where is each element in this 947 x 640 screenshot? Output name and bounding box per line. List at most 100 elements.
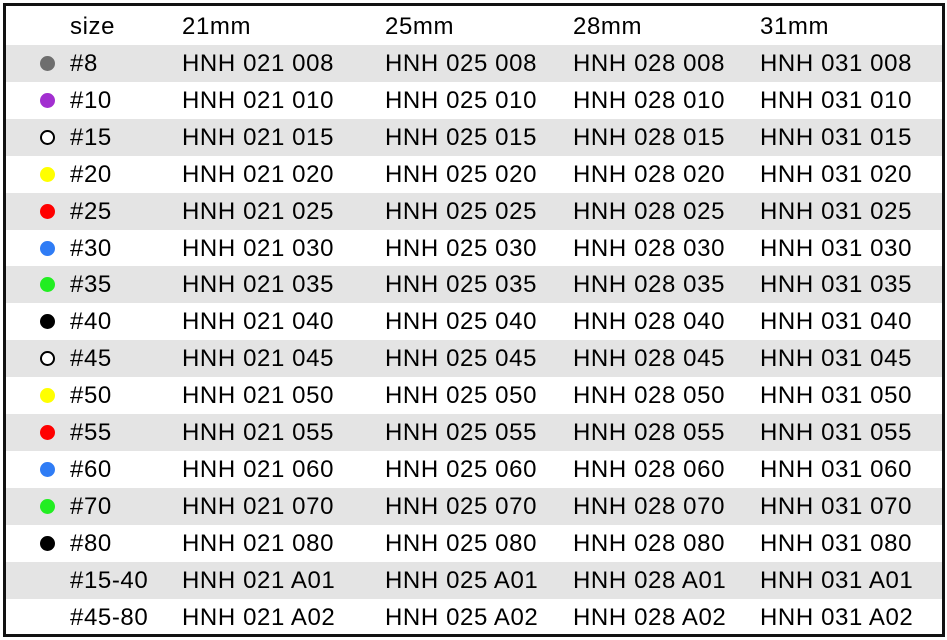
part-code: HNH 021 060 (182, 455, 335, 483)
part-code: HNH 025 015 (385, 123, 538, 151)
part-code: HNH 031 008 (760, 50, 913, 77)
part-code: HNH 028 030 (573, 234, 726, 262)
part-code: HNH 025 010 (385, 86, 538, 114)
color-dot-icon (40, 129, 55, 145)
part-code: HNH 025 060 (385, 455, 538, 483)
part-code: HNH 025 A02 (385, 603, 539, 631)
part-code: HNH 021 008 (182, 50, 335, 77)
part-code: HNH 028 040 (573, 308, 726, 336)
part-code: HNH 025 045 (385, 345, 538, 373)
table-row: #45-80 HNH 021 A02 HNH 025 A02 HNH 028 A02 H… (6, 599, 942, 636)
size-label: #50 (70, 382, 112, 410)
header-size: size (70, 13, 116, 40)
part-code: HNH 028 055 (573, 419, 726, 446)
size-label: #20 (70, 160, 112, 188)
part-code: HNH 028 025 (573, 197, 726, 225)
size-label: #55 (70, 419, 112, 446)
part-code: HNH 021 025 (182, 197, 335, 225)
table-row: #10 HNH 021 010 HNH 025 010 HNH 028 010 HNH … (6, 82, 942, 119)
header-col: 28mm (573, 13, 643, 40)
color-dot-icon (40, 240, 55, 256)
table-row: #20 HNH 021 020 HNH 025 020 HNH 028 020 HNH … (6, 156, 942, 193)
table-row: #70 HNH 021 070 HNH 025 070 HNH 028 070 HNH … (6, 487, 942, 525)
size-label: #30 (70, 234, 112, 262)
table-row: #40 HNH 021 040 HNH 025 040 HNH 028 040 HNH … (6, 303, 942, 340)
color-dot-icon (40, 92, 55, 108)
part-code: HNH 025 040 (385, 308, 538, 336)
size-label: #15 (70, 123, 112, 151)
part-code: HNH 028 060 (573, 455, 726, 483)
part-code: HNH 028 010 (573, 86, 726, 114)
part-code: HNH 028 080 (573, 529, 726, 557)
part-code: HNH 021 045 (182, 345, 335, 373)
part-code: HNH 031 070 (760, 492, 913, 520)
part-code: HNH 031 055 (760, 419, 913, 446)
color-dot-icon (40, 461, 55, 477)
table-row: #45 HNH 021 045 HNH 025 045 HNH 028 045 HNH … (6, 340, 942, 378)
part-code: HNH 021 A01 (182, 566, 336, 594)
color-dot-icon (40, 203, 55, 219)
part-code: HNH 025 080 (385, 529, 538, 557)
header-col: 31mm (760, 13, 830, 40)
size-label: #45 (70, 345, 112, 373)
part-code: HNH 021 040 (182, 308, 335, 336)
size-label: #80 (70, 529, 112, 557)
part-code: HNH 021 020 (182, 160, 335, 188)
size-label: #8 (70, 50, 98, 77)
size-label: #60 (70, 455, 112, 483)
part-code: HNH 031 020 (760, 160, 913, 188)
part-code: HNH 028 050 (573, 382, 726, 410)
part-code: HNH 021 035 (182, 271, 335, 299)
part-code: HNH 031 A02 (760, 603, 914, 631)
table-row: #15 HNH 021 015 HNH 025 015 HNH 028 015 HNH … (6, 118, 942, 156)
part-code: HNH 021 010 (182, 86, 335, 114)
part-code: HNH 021 015 (182, 123, 335, 151)
part-code: HNH 031 010 (760, 86, 913, 114)
part-code: HNH 021 030 (182, 234, 335, 262)
part-code: HNH 028 045 (573, 345, 726, 373)
part-code: HNH 025 070 (385, 492, 538, 520)
color-dot-icon (40, 498, 55, 514)
header-col: 21mm (182, 13, 252, 40)
color-dot-icon (40, 56, 55, 71)
table-row: #25 HNH 021 025 HNH 025 025 HNH 028 025 HNH … (6, 192, 942, 230)
table-row: #55 HNH 021 055 HNH 025 055 HNH 028 055 HNH … (6, 414, 942, 451)
size-label: #25 (70, 197, 112, 225)
size-label: #70 (70, 492, 112, 520)
size-label: #10 (70, 86, 112, 114)
header-row: size 21mm 25mm 28mm 31mm (6, 8, 942, 45)
table-row: #60 HNH 021 060 HNH 025 060 HNH 028 060 HNH … (6, 451, 942, 488)
part-code: HNH 025 A01 (385, 566, 539, 594)
table-row: #8 HNH 021 008 HNH 025 008 HNH 028 008 HNH 0… (6, 45, 942, 82)
part-code: HNH 031 A01 (760, 566, 914, 594)
part-code: HNH 025 025 (385, 197, 538, 225)
part-code: HNH 025 050 (385, 382, 538, 410)
part-code: HNH 028 A02 (573, 603, 727, 631)
color-dot-icon (40, 535, 55, 551)
part-code: HNH 021 050 (182, 382, 335, 410)
part-code: HNH 031 030 (760, 234, 913, 262)
part-code: HNH 031 045 (760, 345, 913, 373)
part-code: HNH 025 008 (385, 50, 538, 77)
size-label: #45-80 (70, 603, 149, 631)
part-code: HNH 031 050 (760, 382, 913, 410)
part-code: HNH 025 035 (385, 271, 538, 299)
header-col: 25mm (385, 13, 455, 40)
part-code: HNH 028 070 (573, 492, 726, 520)
table-row: #80 HNH 021 080 HNH 025 080 HNH 028 080 HNH … (6, 525, 942, 562)
part-code: HNH 031 015 (760, 123, 913, 151)
part-code: HNH 021 055 (182, 419, 335, 446)
size-label: #15-40 (70, 566, 149, 594)
part-code: HNH 021 080 (182, 529, 335, 557)
part-code: HNH 028 015 (573, 123, 726, 151)
part-code: HNH 031 040 (760, 308, 913, 336)
color-dot-icon (40, 425, 55, 440)
size-label: #35 (70, 271, 112, 299)
color-dot-icon (40, 314, 55, 330)
table-row: #30 HNH 021 030 HNH 025 030 HNH 028 030 HNH … (6, 230, 942, 267)
table-row: #35 HNH 021 035 HNH 025 035 HNH 028 035 HNH … (6, 266, 942, 304)
part-code: HNH 028 020 (573, 160, 726, 188)
part-code: HNH 025 055 (385, 419, 538, 446)
part-code: HNH 025 020 (385, 160, 538, 188)
part-code: HNH 031 080 (760, 529, 913, 557)
